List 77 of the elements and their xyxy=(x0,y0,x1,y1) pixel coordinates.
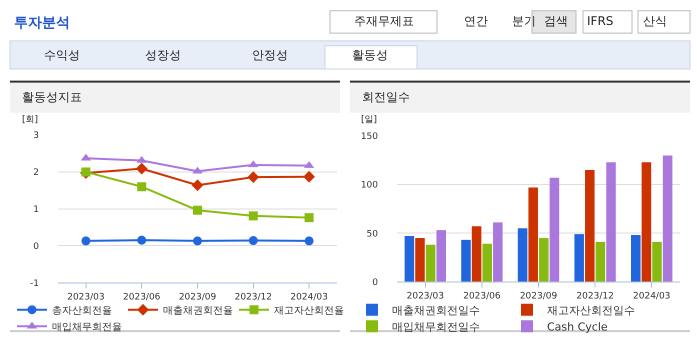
bar xyxy=(404,236,414,282)
bar xyxy=(574,234,584,282)
point xyxy=(136,162,148,174)
text: 산식 xyxy=(643,14,667,28)
bar xyxy=(642,162,652,282)
x-tick-label: 2023/09 xyxy=(178,292,216,302)
y-tick-label: 50 xyxy=(366,229,378,240)
bar xyxy=(461,240,471,282)
y-tick-label: 2 xyxy=(33,168,39,178)
x-tick-label: 2023/12 xyxy=(234,292,272,302)
bar xyxy=(550,178,560,282)
legend-label: 재고자산회전율 xyxy=(274,306,344,317)
point xyxy=(304,236,314,246)
chart-title: 회전일수 xyxy=(362,90,410,104)
text: 성장성 xyxy=(145,48,181,62)
x-tick-label: 2023/06 xyxy=(463,291,501,302)
y-tick-label: 3 xyxy=(33,131,39,142)
x-tick-label: 2023/03 xyxy=(406,291,444,302)
x-tick-label: 2023/12 xyxy=(576,291,614,302)
point xyxy=(137,182,146,192)
legend-label: 매출채권회전일수 xyxy=(392,304,480,318)
point xyxy=(81,167,90,176)
bar xyxy=(472,226,482,282)
text: 활동성 xyxy=(352,48,388,62)
text: 검색 xyxy=(544,14,568,28)
point xyxy=(81,236,90,246)
bar xyxy=(528,187,538,282)
point xyxy=(247,171,260,183)
y-tick-label: 100 xyxy=(360,180,378,191)
text: 분기 xyxy=(512,14,536,28)
bar xyxy=(518,228,528,282)
bar xyxy=(415,238,425,282)
text: 주재무제표 xyxy=(354,14,414,28)
legend-label: Cash Cycle xyxy=(547,320,608,334)
y-tick-label: 150 xyxy=(360,132,378,142)
y-axis-title: [회] xyxy=(22,115,38,125)
point xyxy=(193,236,202,246)
y-tick-label: 1 xyxy=(33,204,39,215)
text: 투자분석 xyxy=(14,15,70,31)
bar xyxy=(539,238,549,282)
bar xyxy=(652,242,662,282)
point xyxy=(304,213,314,222)
bar xyxy=(631,235,641,282)
text: IFRS xyxy=(587,14,614,28)
legend-label: 총자산회전율 xyxy=(52,306,112,317)
x-tick-label: 2024/03 xyxy=(633,291,670,302)
bar xyxy=(596,242,606,282)
x-tick-label: 2023/06 xyxy=(123,292,161,302)
legend-label: 재고자산회전일수 xyxy=(547,304,635,318)
y-tick-label: -1 xyxy=(30,278,39,289)
x-tick-label: 2023/09 xyxy=(520,291,558,302)
text: 연간 xyxy=(464,14,488,28)
bar xyxy=(662,155,672,282)
point xyxy=(137,236,146,245)
legend-label: 매입채무회전율 xyxy=(52,322,122,334)
y-axis-title: [일] xyxy=(361,115,378,125)
y-tick-label: 0 xyxy=(33,242,40,252)
bar xyxy=(482,244,492,282)
text: 안정성 xyxy=(252,48,288,62)
point xyxy=(303,170,315,183)
x-tick-label: 2023/03 xyxy=(67,292,105,302)
text: 수익성 xyxy=(44,48,80,62)
bar xyxy=(493,222,503,282)
chart-title: 활동성지표 xyxy=(22,90,82,104)
bar xyxy=(585,170,595,282)
legend-label: 매입채무회전일수 xyxy=(392,320,480,334)
point xyxy=(248,236,258,246)
legend-label: 매출채권회전율 xyxy=(163,306,233,317)
y-tick-label: 0 xyxy=(372,278,378,288)
x-tick-label: 2024/03 xyxy=(290,292,328,302)
bar xyxy=(426,244,436,282)
bar xyxy=(436,230,446,282)
point xyxy=(248,211,258,220)
point xyxy=(248,160,258,168)
bar xyxy=(606,162,616,282)
point xyxy=(193,206,202,215)
point xyxy=(192,179,204,192)
